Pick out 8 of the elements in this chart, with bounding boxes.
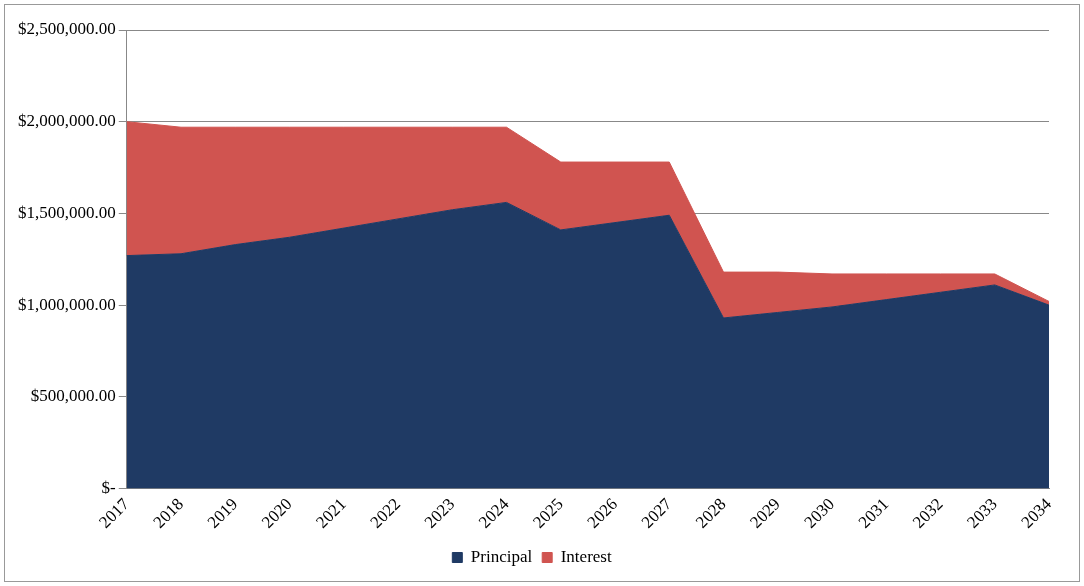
y-tick-label: $2,000,000.00 xyxy=(18,111,116,131)
y-tick-label: $1,000,000.00 xyxy=(18,294,116,314)
legend-label: Interest xyxy=(560,546,612,566)
y-tick-label: $- xyxy=(101,478,117,497)
y-tick-label: $500,000.00 xyxy=(30,386,116,406)
y-tick-label: $1,500,000.00 xyxy=(18,202,116,222)
y-tick-label: $2,500,000.00 xyxy=(18,19,116,39)
legend-label: Principal xyxy=(470,546,533,566)
